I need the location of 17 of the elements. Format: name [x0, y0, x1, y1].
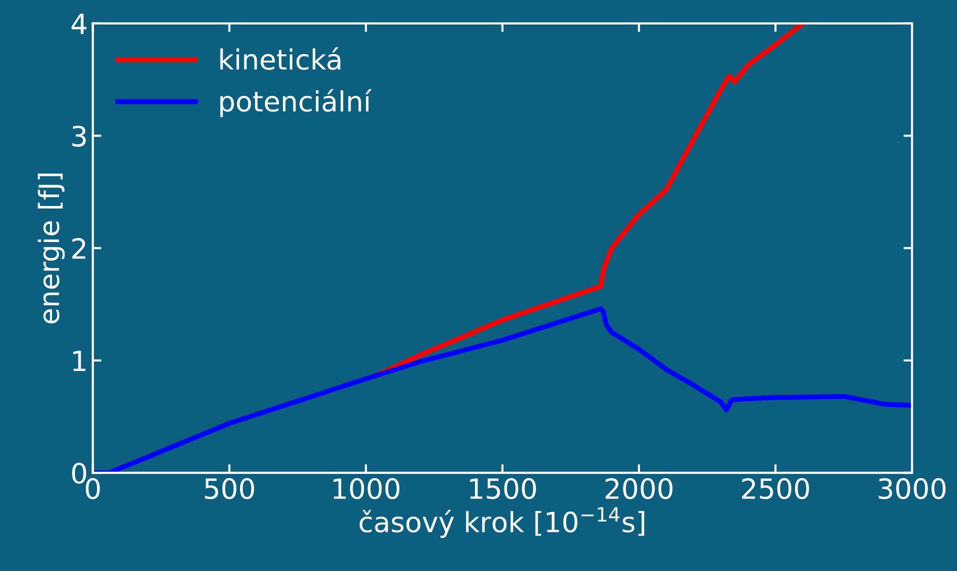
x-tick-label: 2000 [606, 478, 672, 500]
y-axis-title: energie [fJ] [38, 174, 65, 324]
y-tick-label: 2 [72, 238, 86, 259]
x-tick-label: 500 [204, 478, 254, 500]
y-tick-label: 0 [72, 462, 86, 484]
legend-label: kinetická [220, 47, 340, 70]
legend-label: potenciální [220, 89, 372, 118]
y-tick-label: 3 [72, 126, 86, 147]
x-tick-label: 1500 [470, 478, 536, 500]
x-tick-label: 3000 [878, 478, 946, 500]
line-series [372, 23, 806, 379]
y-tick-label: 1 [73, 350, 86, 371]
x-axis-title: časový krok [10$^{−14}$s] [360, 507, 644, 538]
x-tick-label: 2500 [742, 478, 809, 500]
x-tick-label: 1000 [334, 478, 400, 500]
x-tick-label: 0 [86, 478, 100, 500]
y-tick-label: 4 [72, 14, 86, 34]
